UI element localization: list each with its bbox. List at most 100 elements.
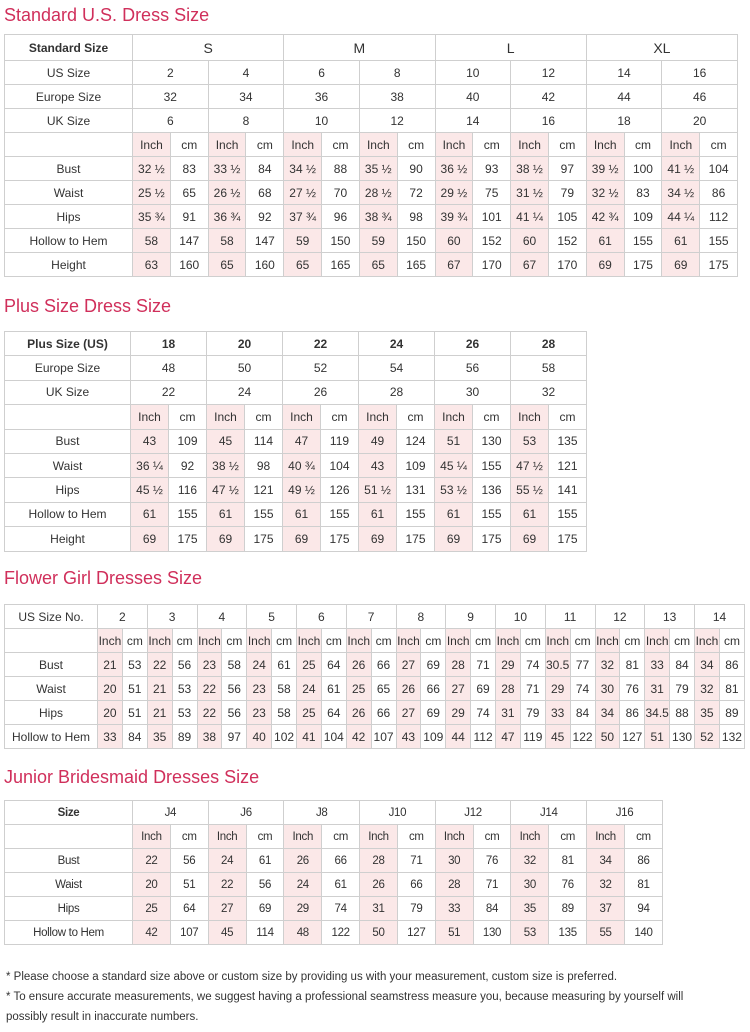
value-cm: 76 [472,848,512,873]
value-cm: 109 [420,724,447,749]
value-cm: 155 [320,501,359,528]
value-cm: 119 [320,428,359,454]
value-inch: 25 [296,652,322,677]
value-cm: 56 [221,700,248,725]
value-cm: 56 [221,676,248,701]
size-value: J10 [359,800,436,825]
value-inch: 43 [130,428,169,454]
value-cm: 96 [321,204,360,229]
value-inch: 21 [97,652,123,677]
value-cm: 98 [396,204,436,229]
value-cm: 121 [548,452,587,479]
value-inch: 67 [434,252,474,277]
measure-row-height: Height 63 160 65 160 65 165 65 165 67 170 67 170 69 17… [4,252,738,277]
value-cm: 53 [171,700,198,725]
value-cm: 104 [699,156,738,181]
measure-row-hips: Hips 25 64 27 69 29 74 31 79 33 84 35 89 37 94 [4,896,664,921]
value-cm: 86 [623,848,664,873]
row-label-empty [4,628,98,653]
value-inch: 32 [586,872,625,897]
value-inch: 42 [132,920,171,945]
value-inch: 58 [207,228,247,253]
value-cm: 89 [171,724,198,749]
unit-cm: cm [245,824,285,849]
unit-cm: cm [623,824,664,849]
size-row: Europe Size 32 34 36 38 40 42 44 46 [4,84,738,109]
value-cm: 61 [245,848,285,873]
row-label: Hollow to Hem [4,920,133,945]
note-measurement: * To ensure accurate measurements, we su… [6,991,684,1003]
value-cm: 116 [168,477,207,503]
row-label: US Size No. [4,604,98,629]
value-cm: 86 [718,652,746,677]
row-label: Hollow to Hem [4,228,133,253]
plus-size-table: Plus Size (US) 18 20 22 24 26 28 Europe Size 48 5… [4,330,587,552]
unit-cm: cm [245,132,285,157]
size-value: 4 [196,604,248,629]
size-group-s: S [131,34,285,61]
value-cm: 84 [569,700,596,725]
size-value: J12 [434,800,512,825]
value-inch: 61 [434,501,473,528]
value-inch: 33 [644,652,671,677]
size-value: 54 [358,355,435,381]
row-label: Height [4,252,133,277]
row-label: Bust [4,848,133,873]
value-cm: 155 [699,228,738,253]
size-value: 38 [358,84,436,109]
value-cm: 165 [321,252,360,277]
unit-cm: cm [168,404,207,430]
value-inch: 37 ¾ [283,204,323,229]
value-cm: 71 [470,652,496,677]
unit-inch: Inch [510,404,549,430]
value-cm: 64 [169,896,209,921]
value-cm: 66 [420,676,447,701]
unit-inch: Inch [283,132,323,157]
value-inch: 60 [510,228,549,253]
value-cm: 150 [321,228,360,253]
unit-inch: Inch [358,132,398,157]
unit-inch: Inch [206,404,245,430]
value-cm: 170 [547,252,587,277]
size-value: 14 [585,60,663,85]
size-value: 36 [283,84,360,109]
value-inch: 30.5 [544,652,571,677]
unit-inch: Inch [395,628,422,653]
size-group-xl: XL [585,34,739,61]
value-cm: 175 [320,526,359,552]
value-cm: 92 [245,204,285,229]
value-cm: 165 [396,252,436,277]
value-inch: 47 [495,724,521,749]
size-value: 26 [434,330,511,357]
value-cm: 175 [623,252,663,277]
value-inch: 45 ¼ [434,452,473,479]
value-cm: 88 [321,156,360,181]
value-cm: 65 [370,676,397,701]
value-cm: 74 [470,700,496,725]
size-value: 6 [296,604,347,629]
value-inch: 58 [132,228,171,253]
value-inch: 50 [594,724,621,749]
row-label-empty [4,132,133,157]
row-label: Size [4,800,133,825]
size-value: J6 [207,800,285,825]
unit-inch: Inch [510,824,550,849]
unit-inch: Inch [510,132,549,157]
value-inch: 28 [359,848,398,873]
value-inch: 27 [207,896,247,921]
value-cm: 135 [548,920,588,945]
value-inch: 23 [246,676,273,701]
value-inch: 61 [358,501,397,528]
value-inch: 24 [283,872,323,897]
row-label: Bust [4,652,98,677]
value-inch: 28 [445,652,472,677]
value-inch: 44 [445,724,472,749]
size-row: US Size 2 4 6 8 10 12 14 16 [4,60,738,85]
value-cm: 66 [370,700,397,725]
size-group-l: L [434,34,587,61]
size-value: 42 [510,84,587,109]
value-cm: 83 [169,156,209,181]
unit-inch: Inch [282,404,321,430]
value-cm: 112 [470,724,496,749]
